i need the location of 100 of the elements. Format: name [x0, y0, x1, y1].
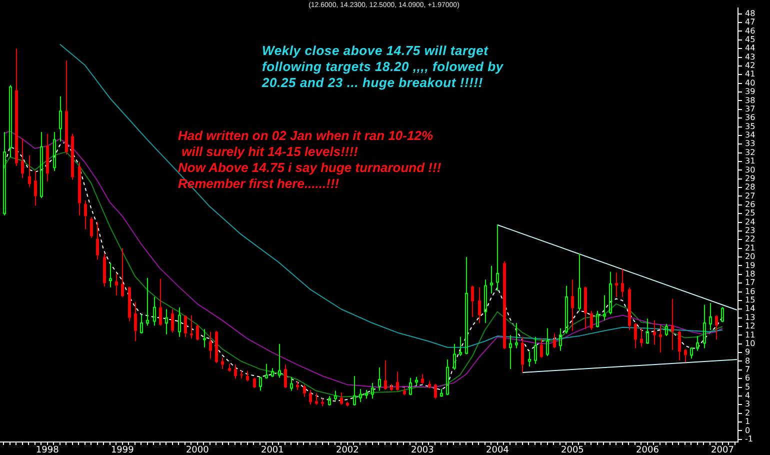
candlestick: [84, 200, 87, 230]
y-tick-label: 37: [745, 104, 756, 114]
candlestick: [21, 138, 24, 179]
candlestick: [353, 376, 356, 406]
x-tick-label: 1998: [36, 446, 60, 455]
y-tick-label: 5: [745, 382, 750, 392]
y-tick-label: -1: [745, 434, 753, 444]
candlestick: [459, 336, 462, 357]
candlestick: [153, 296, 156, 326]
candlestick: [590, 310, 593, 330]
candlestick: [290, 376, 293, 392]
candlestick: [96, 222, 99, 260]
candlestick: [28, 154, 31, 188]
candlestick: [53, 131, 56, 172]
candlestick: [465, 256, 468, 355]
candlestick: [628, 286, 631, 330]
candlestick: [15, 48, 18, 166]
candlestick: [240, 370, 243, 380]
y-tick-label: 38: [745, 96, 756, 105]
candlestick: [34, 170, 37, 206]
x-tick-label: 1999: [110, 446, 134, 455]
candlestick: [40, 131, 43, 198]
x-tick-label: 2005: [561, 446, 584, 455]
y-tick-label: 48: [745, 8, 756, 18]
y-tick-label: 24: [745, 217, 756, 226]
y-tick-label: 16: [745, 286, 756, 296]
candlestick: [128, 286, 131, 322]
candlestick: [559, 328, 562, 352]
y-tick-label: 35: [745, 122, 756, 131]
y-tick-label: 30: [745, 165, 756, 174]
y-tick-label: 45: [745, 35, 756, 44]
candlestick: [203, 328, 206, 348]
y-tick-label: 44: [745, 44, 756, 53]
candlestick: [396, 371, 399, 392]
y-tick-label: 2: [745, 408, 750, 418]
candlestick: [178, 306, 181, 338]
candlestick: [709, 302, 712, 330]
candlestick: [371, 382, 374, 400]
x-tick-label: 2007: [711, 446, 734, 455]
y-tick-label: 42: [745, 61, 756, 70]
candlestick: [159, 278, 162, 326]
y-tick-label: 31: [745, 156, 756, 166]
candlestick: [640, 328, 643, 347]
candlestick: [478, 286, 481, 324]
candlestick: [65, 60, 68, 156]
candlestick: [384, 360, 387, 390]
y-tick-label: 34: [745, 130, 756, 140]
y-tick-label: 11: [745, 330, 756, 340]
y-tick-label: 43: [745, 52, 756, 62]
candlestick: [171, 308, 174, 334]
candlestick: [428, 380, 431, 389]
candlestick: [103, 253, 106, 288]
candlestick: [671, 298, 674, 350]
candlestick: [134, 302, 137, 342]
y-tick-label: 9: [745, 348, 750, 357]
y-tick-label: 41: [745, 70, 756, 79]
y-tick-label: 23: [745, 226, 756, 236]
candlestick: [534, 336, 537, 364]
y-tick-label: 13: [745, 312, 756, 322]
y-tick-label: 27: [745, 191, 756, 200]
y-tick-label: 3: [745, 400, 750, 409]
y-tick-label: 40: [745, 78, 756, 88]
x-tick-label: 2004: [486, 446, 510, 455]
y-tick-label: 26: [745, 200, 756, 210]
y-tick-label: 4: [745, 391, 750, 400]
y-tick-label: 17: [745, 278, 756, 288]
candlestick: [546, 328, 549, 357]
candlestick: [90, 216, 93, 238]
candlestick: [346, 402, 349, 407]
candlestick: [315, 392, 318, 406]
candlestick: [684, 348, 687, 363]
y-tick-label: 6: [745, 374, 750, 383]
candlestick: [615, 272, 618, 298]
candlestick: [490, 265, 493, 294]
candlestick: [659, 325, 662, 354]
candlestick: [584, 286, 587, 330]
y-tick-label: 8: [745, 356, 750, 366]
candlestick: [540, 338, 543, 358]
candlestick: [321, 398, 324, 407]
candlestick: [309, 389, 312, 406]
y-tick-label: 47: [745, 18, 756, 27]
candlestick: [340, 392, 343, 406]
candlestick: [496, 224, 499, 292]
candlestick: [715, 314, 718, 340]
candlestick: [421, 374, 424, 384]
candlestick: [209, 331, 212, 360]
candlestick: [578, 253, 581, 312]
y-tick-label: 15: [745, 296, 756, 305]
candlestick: [603, 294, 606, 321]
y-tick-label: 18: [745, 269, 756, 278]
candlestick: [303, 384, 306, 398]
candlestick: [515, 322, 518, 349]
candlestick: [115, 273, 118, 296]
y-tick-label: 20: [745, 252, 756, 262]
candlestick: [571, 279, 574, 332]
candlestick: [471, 285, 474, 318]
candlestick: [621, 268, 624, 298]
x-tick-label: 2001: [260, 446, 284, 455]
y-tick-label: 10: [745, 338, 756, 348]
candlestick: [221, 357, 224, 370]
